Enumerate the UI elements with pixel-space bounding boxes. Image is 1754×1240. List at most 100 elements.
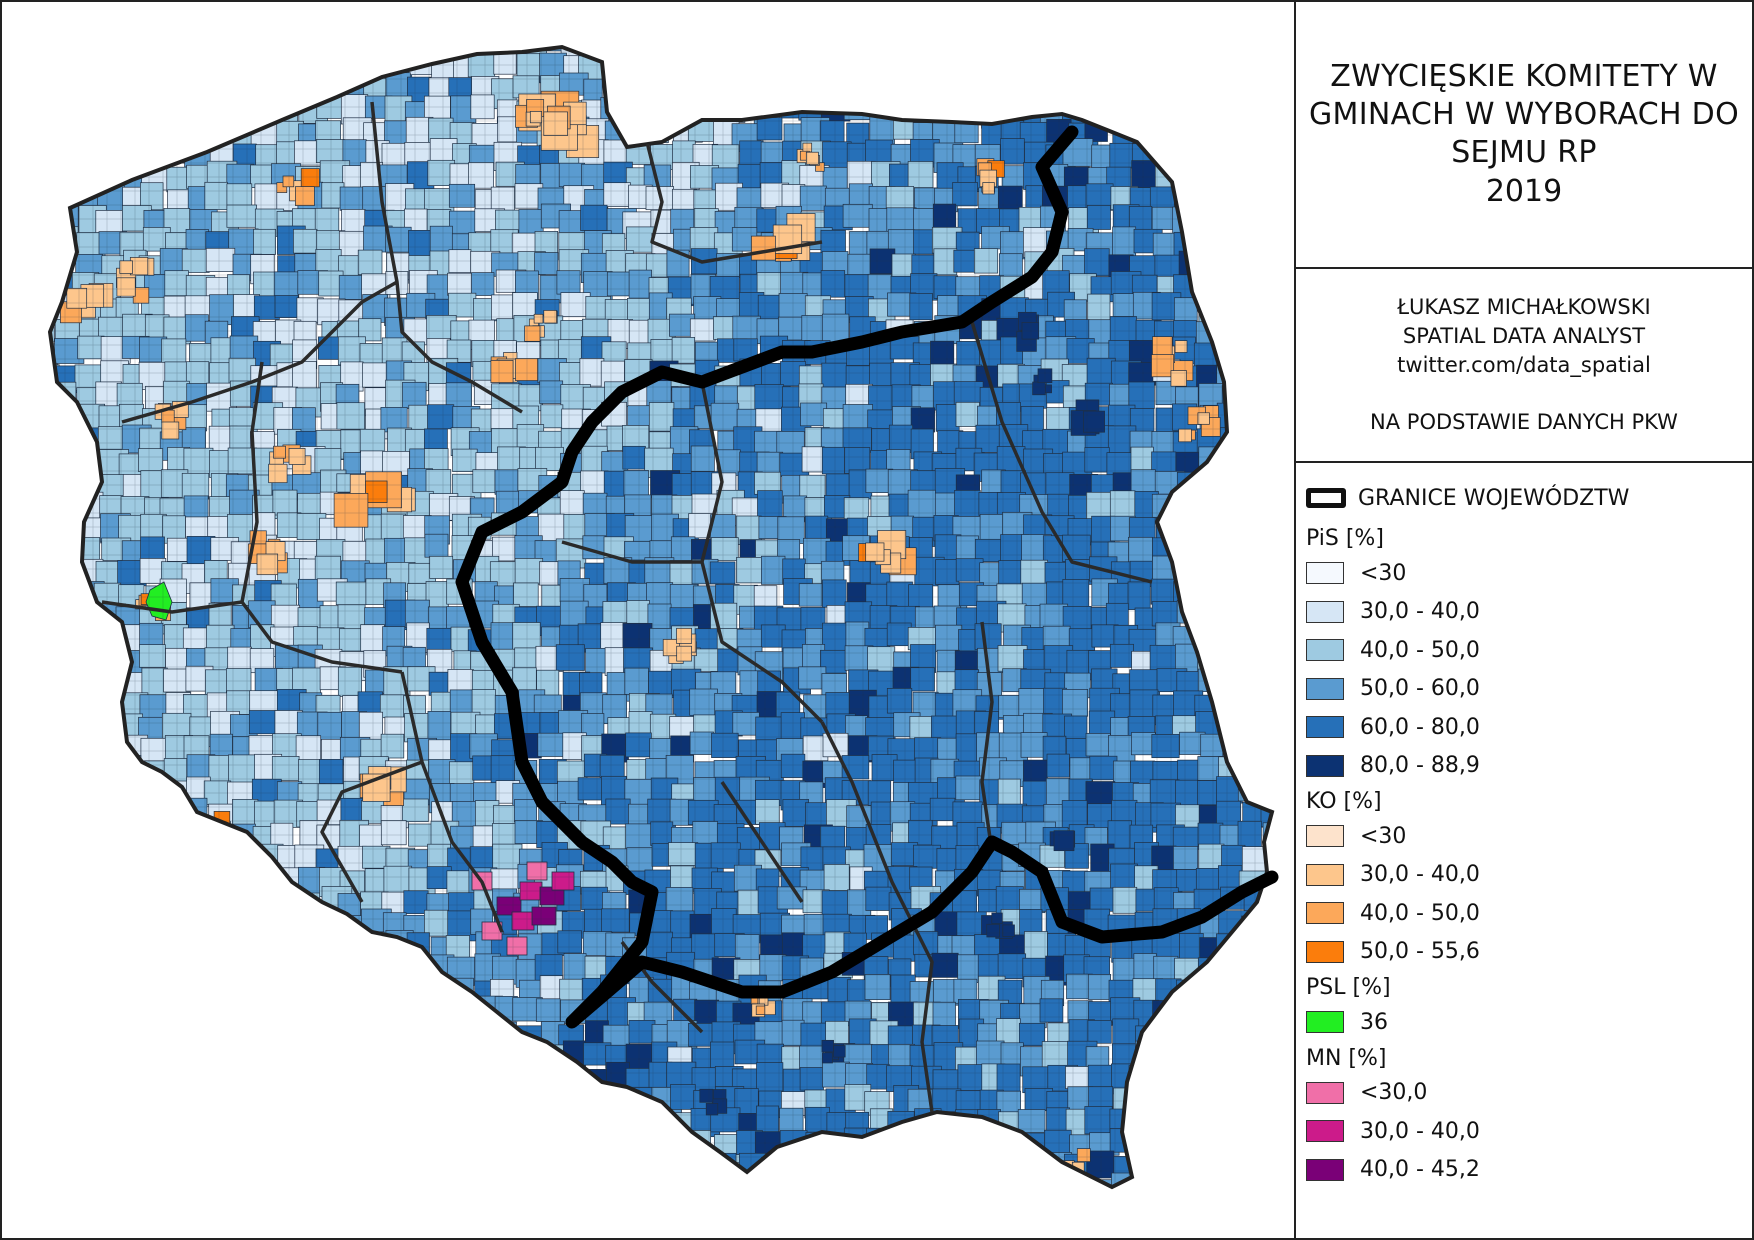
gmina-cell: [671, 77, 702, 102]
gmina-cell: [119, 1174, 143, 1187]
gmina-cell: [79, 672, 106, 698]
voivodeship-border: [101, 600, 243, 614]
gmina-cell: [1240, 585, 1269, 613]
gmina-cell: [272, 1197, 298, 1220]
gmina-cell: [1260, 629, 1272, 660]
gmina-cell: [756, 47, 787, 64]
gmina-cell: [226, 936, 254, 964]
historical-partition-boundary: [455, 125, 1279, 1029]
gmina-cell: [819, 76, 851, 99]
gmina-cell: [318, 1197, 347, 1222]
gmina-cell: [1157, 47, 1186, 61]
gmina-cell: [317, 47, 346, 63]
gmina-cell: [343, 958, 369, 988]
gmina-cell: [716, 78, 743, 105]
gmina-cell: [74, 909, 106, 934]
gmina-cell: [558, 1178, 583, 1187]
gmina-cell: [137, 1024, 164, 1049]
gmina-cell: [952, 72, 979, 96]
gmina-cell: [1260, 446, 1272, 472]
gmina-cell: [470, 1199, 496, 1222]
gmina-cell: [53, 47, 83, 59]
gmina-cell: [403, 1084, 434, 1109]
gmina-cell: [1242, 1025, 1272, 1049]
gmina-cell: [429, 1150, 457, 1174]
gmina-cell: [361, 1042, 388, 1068]
gmina-cell: [953, 1127, 982, 1151]
gmina-cell: [51, 76, 79, 103]
gmina-cell: [1156, 77, 1186, 108]
gmina-cell: [1178, 534, 1209, 565]
gmina-cell: [1135, 1131, 1162, 1160]
poland-map[interactable]: [2, 2, 1294, 1238]
gmina-cell: [167, 100, 197, 132]
gmina-cell: [1109, 47, 1133, 62]
gmina-cell: [296, 51, 324, 77]
gmina-cell: [97, 625, 121, 649]
gmina-cell: [471, 1153, 502, 1183]
gmina-cell: [50, 819, 57, 850]
gmina-cell: [204, 1089, 229, 1116]
gmina-cell: [649, 1111, 673, 1136]
gmina-cell: [1218, 495, 1247, 526]
gmina-cell: [955, 99, 986, 125]
gmina-cell: [297, 996, 324, 1022]
gmina-cell: [1245, 47, 1272, 62]
gmina-cell: [313, 908, 340, 932]
voivodeship-border: [720, 781, 804, 903]
legend-class-row: 40,0 - 45,2: [1306, 1151, 1746, 1190]
gmina-cell: [712, 47, 741, 61]
gmina-cell: [50, 1113, 60, 1138]
gmina-cell: [1045, 1198, 1071, 1223]
gmina-cell: [1241, 1134, 1266, 1162]
gmina-cell: [1200, 518, 1230, 543]
gmina-cell: [622, 1152, 653, 1180]
gmina-cell: [893, 1156, 920, 1186]
gmina-cell: [1179, 47, 1208, 62]
legend-swatch: [1306, 825, 1344, 848]
gmina-cell: [957, 1174, 988, 1187]
gmina-cell: [1219, 1197, 1243, 1227]
gmina-cell: [72, 755, 101, 783]
gmina-cell: [848, 56, 872, 81]
legend-class-row: 30,0 - 40,0: [1306, 856, 1746, 895]
gmina-cell: [50, 1178, 55, 1187]
gmina-cell: [73, 958, 99, 986]
gmina-cell: [1108, 73, 1132, 98]
gmina-cell: [738, 56, 764, 83]
gmina-cell: [1151, 1043, 1180, 1069]
gmina-cell: [98, 909, 125, 935]
gmina-cell: [472, 1134, 500, 1163]
gmina-cell: [912, 1131, 943, 1156]
gmina-cell: [97, 1202, 126, 1231]
gmina-cell-ko: [192, 815, 204, 827]
gmina-cell: [845, 47, 872, 63]
gmina-cell: [57, 667, 84, 698]
legend-swatch: [1306, 940, 1344, 963]
gmina-cell: [140, 55, 171, 79]
gmina-cell: [98, 119, 125, 148]
gmina-cell: [536, 1064, 565, 1092]
gmina-cell: [50, 757, 58, 787]
gmina-cell: [56, 50, 87, 80]
gmina-cell: [1241, 517, 1272, 548]
gmina-cell: [315, 1128, 339, 1157]
gmina-cell: [54, 910, 78, 939]
gmina-cell: [1155, 141, 1186, 169]
gmina-cell: [51, 97, 75, 121]
gmina-cell: [1261, 716, 1272, 745]
gmina-cell: [232, 957, 263, 988]
gmina-cell: [1220, 47, 1250, 63]
gmina-cell: [98, 1044, 129, 1070]
gmina-cell: [317, 1179, 344, 1187]
gmina-cell: [423, 1018, 450, 1047]
voivodeship-border: [370, 101, 523, 414]
gmina-cell: [1150, 1127, 1176, 1159]
gmina-cell: [1267, 183, 1272, 212]
gmina-cell: [99, 978, 123, 1008]
legend-group-title: PiS [%]: [1306, 526, 1384, 551]
map-area[interactable]: [2, 2, 1296, 1238]
gmina-cell: [182, 997, 213, 1020]
gmina-cell: [118, 1041, 143, 1068]
gmina-cell: [341, 933, 372, 962]
